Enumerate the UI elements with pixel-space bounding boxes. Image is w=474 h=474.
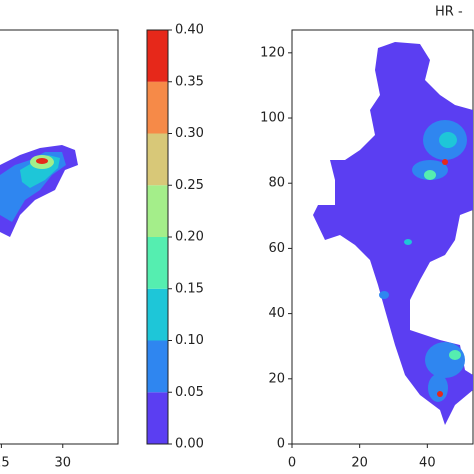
colorbar-band	[147, 340, 168, 393]
chart-title: HR -	[435, 5, 463, 20]
colorbar-band	[147, 30, 168, 82]
colorbar-tick-label: 0.10	[175, 333, 204, 348]
colorbar-tick-label: 0.15	[175, 281, 204, 296]
x-tick-label: 20	[351, 456, 368, 471]
x-tick-label: 30	[54, 456, 71, 471]
y-tick-label: 0	[277, 437, 285, 452]
colorbar-band	[147, 392, 168, 444]
x-tick-label: 0	[288, 456, 296, 471]
right-frame	[291, 29, 474, 445]
colorbar-tick-label: 0.40	[175, 23, 204, 38]
left-contour	[0, 145, 78, 237]
colorbar-band	[147, 81, 168, 134]
y-tick-label: 40	[268, 306, 285, 321]
y-tick-label: 60	[268, 241, 285, 256]
colorbar-band	[147, 237, 168, 289]
colorbar-tick-label: 0.25	[175, 178, 204, 193]
colorbar-tick-label: 0.05	[175, 385, 204, 400]
y-tick-label: 20	[268, 371, 285, 386]
colorbar-band	[147, 133, 168, 186]
x-tick-label: 25	[0, 456, 10, 471]
colorbar-band	[147, 185, 168, 237]
y-tick-label: 120	[260, 45, 285, 60]
colorbar-tick-label: 0.00	[175, 437, 204, 452]
colorbar-tick-label: 0.35	[175, 74, 204, 89]
y-tick-label: 100	[260, 111, 285, 126]
colorbar-tick-label: 0.30	[175, 126, 204, 141]
x-tick-label: 40	[419, 456, 436, 471]
colorbar-tick-label: 0.20	[175, 230, 204, 245]
colorbar-band	[147, 288, 168, 341]
y-tick-label: 80	[268, 176, 285, 191]
left-frame	[0, 29, 119, 445]
map-contour	[313, 42, 473, 425]
